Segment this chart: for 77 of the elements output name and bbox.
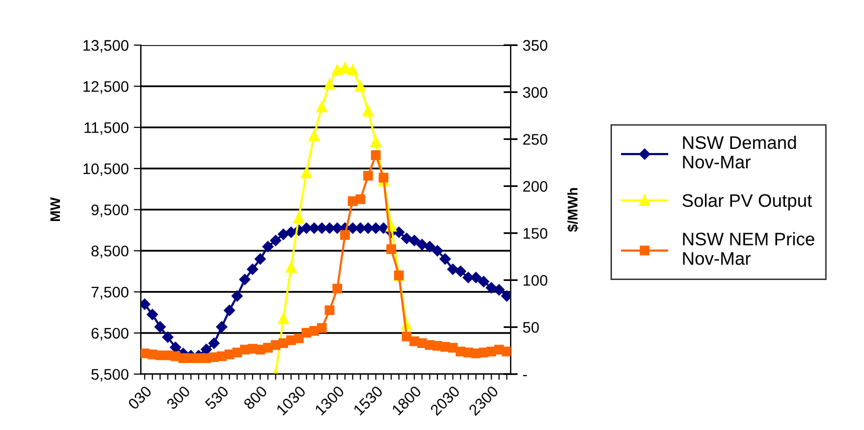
point (363, 170, 373, 181)
point (170, 342, 182, 353)
x-tick-label: 800 (242, 385, 268, 410)
point (347, 64, 358, 76)
point (154, 321, 166, 332)
y2-tick-label: 150 (524, 228, 548, 239)
legend-label: NSW NEM Price Nov-Mar (683, 232, 814, 265)
y2-tick-label: 200 (523, 180, 548, 192)
x-tick-label: 030 (127, 385, 152, 410)
point (285, 226, 297, 238)
y-tick-label: 6,500 (92, 328, 128, 340)
point (502, 346, 511, 356)
point (362, 105, 374, 116)
point (316, 101, 328, 112)
point (440, 253, 451, 265)
point (140, 298, 150, 310)
point (239, 274, 250, 286)
y2-axis-title: $/MWh (567, 188, 578, 232)
point (208, 338, 220, 349)
x-tick-label: 300 (166, 385, 191, 410)
point (146, 308, 158, 320)
point (270, 234, 282, 246)
x-tick-label: 530 (204, 385, 230, 410)
legend-label: Solar PV Output (682, 194, 812, 211)
point (501, 290, 511, 302)
y2-tick-label: 50 (523, 322, 539, 333)
point (354, 80, 366, 92)
point (454, 266, 466, 277)
y-axis-title: MW (50, 197, 60, 222)
point (262, 241, 274, 252)
y-tick-label: 10,500 (83, 163, 128, 176)
y-tick-label: 8,500 (91, 246, 128, 258)
point (386, 244, 396, 254)
y2-tick-label: 350 (523, 40, 548, 51)
point (401, 232, 412, 244)
point (278, 313, 289, 324)
y2-tick-label: 250 (523, 134, 548, 145)
point (356, 194, 366, 204)
point (224, 304, 236, 316)
point (493, 284, 505, 296)
point (324, 78, 336, 90)
point (232, 290, 243, 302)
point (339, 62, 351, 74)
point (246, 264, 258, 275)
point (286, 262, 297, 273)
legend-label: NSW Demand Nov-Mar (683, 136, 796, 168)
point (370, 136, 382, 148)
point (216, 321, 228, 332)
point (317, 323, 327, 333)
point (486, 282, 497, 294)
point (402, 332, 412, 342)
point (424, 241, 436, 252)
point (332, 284, 342, 294)
y-tick-label: 9,500 (92, 204, 128, 218)
point (432, 245, 444, 256)
y2-tick-label: 300 (523, 87, 548, 98)
point (300, 167, 312, 178)
point (370, 150, 381, 160)
y-tick-label: 11,500 (84, 122, 128, 135)
point (417, 338, 427, 348)
point (478, 276, 490, 288)
point (162, 331, 174, 343)
y-tick-label: 12,500 (83, 81, 128, 94)
point (408, 234, 420, 246)
point (378, 172, 388, 183)
y-tick-label: 5,500 (91, 368, 128, 382)
y-tick-label: 13,500 (83, 40, 128, 53)
point (278, 228, 289, 240)
point (324, 305, 334, 316)
point (254, 253, 266, 265)
point (308, 130, 320, 142)
point (332, 64, 343, 76)
y2-tick-label: - (523, 374, 527, 376)
point (293, 212, 304, 224)
point (340, 230, 350, 240)
y2-tick-label: 100 (524, 274, 548, 286)
y-tick-label: 7,500 (92, 286, 128, 300)
